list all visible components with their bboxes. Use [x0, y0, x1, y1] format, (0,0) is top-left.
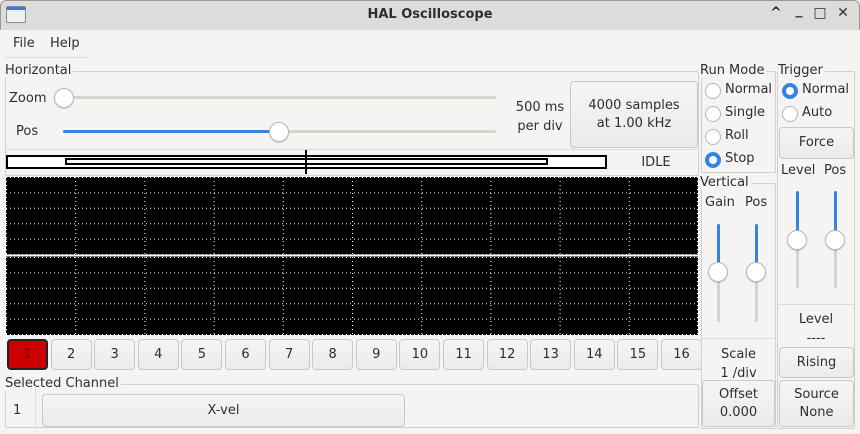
gain-label: Gain [705, 195, 735, 210]
menu-help[interactable]: Help [50, 36, 80, 51]
run-mode-radio-stop[interactable] [705, 152, 721, 168]
channel-button-15[interactable]: 15 [617, 339, 659, 370]
channel-button-1[interactable]: 1 [7, 339, 48, 370]
channel-button-13[interactable]: 13 [530, 339, 572, 370]
channel-button-5[interactable]: 5 [181, 339, 223, 370]
trigger-edge-button[interactable]: Rising [779, 347, 854, 378]
gain-slider-handle[interactable] [708, 262, 728, 282]
trigger-level-readout: Level ---- [777, 310, 855, 348]
menu-divider [5, 57, 87, 58]
window-title: HAL Oscilloscope [367, 7, 493, 22]
run-mode-radio-single[interactable] [705, 106, 721, 122]
scope-grid [6, 177, 698, 335]
trigger-source-button[interactable]: Source None [779, 380, 854, 427]
acquisition-status: IDLE [641, 155, 671, 170]
run-mode-radio-roll[interactable] [705, 129, 721, 145]
maximize-button[interactable]: □ [813, 5, 827, 21]
pos-slider-fill [63, 130, 279, 133]
minimize-button[interactable]: _ [795, 2, 803, 18]
vertical-pos-slider-fill [755, 224, 758, 272]
run-mode-option-label[interactable]: Normal [725, 82, 773, 97]
force-button[interactable]: Force [779, 127, 854, 159]
trigger-mode-radio-normal[interactable] [782, 83, 798, 99]
channel-button-16[interactable]: 16 [661, 339, 702, 370]
selected-channel-group [5, 384, 699, 428]
trigger-label: Trigger [778, 63, 825, 78]
vertical-label: Vertical [700, 175, 751, 190]
source-value: None [799, 404, 834, 420]
offset-label: Offset [718, 386, 759, 402]
scale-label: Scale [721, 347, 756, 362]
zoom-slider-handle[interactable] [54, 88, 74, 108]
title-bar [0, 0, 860, 30]
run-mode-option-label[interactable]: Single [725, 105, 765, 120]
divider [5, 149, 699, 150]
channel-button-10[interactable]: 10 [399, 339, 441, 370]
run-mode-option-label[interactable]: Roll [725, 128, 749, 143]
channel-button-4[interactable]: 4 [137, 339, 179, 370]
trigger-level-slider-fill [796, 191, 799, 240]
divider [35, 386, 36, 426]
trigger-level-slider-handle[interactable] [787, 230, 807, 250]
channel-button-14[interactable]: 14 [573, 339, 615, 370]
pos-label: Pos [16, 124, 39, 139]
selected-channel-number: 1 [13, 403, 22, 418]
channel-button-11[interactable]: 11 [443, 339, 484, 370]
divider [777, 304, 855, 305]
per-div-value: 500 ms [515, 100, 565, 115]
channel-name-button[interactable]: X-vel [42, 394, 405, 427]
channel-button-12[interactable]: 12 [486, 339, 528, 370]
divider [701, 338, 776, 339]
shade-button[interactable]: ^ [770, 5, 782, 21]
scale-value: 1 /div [720, 366, 757, 381]
pos-slider-handle[interactable] [269, 122, 289, 142]
scale-readout: Scale 1 /div [701, 345, 776, 383]
channel-button-7[interactable]: 7 [268, 339, 310, 370]
run-mode-option-label[interactable]: Stop [725, 151, 755, 166]
sample-rate: at 1.00 kHz [596, 115, 672, 131]
samples-button[interactable]: 4000 samples at 1.00 kHz [570, 81, 698, 148]
gain-slider-fill [717, 224, 720, 272]
channel-button-3[interactable]: 3 [94, 339, 136, 370]
channel-button-8[interactable]: 8 [312, 339, 354, 370]
level-value: ---- [806, 331, 826, 346]
trigger-mode-option-label[interactable]: Normal [802, 82, 850, 97]
trigger-pos-slider-handle[interactable] [825, 230, 845, 250]
horizontal-group [5, 71, 699, 176]
menu-file[interactable]: File [13, 36, 35, 51]
offset-value: 0.000 [719, 404, 758, 420]
horizontal-label: Horizontal [5, 63, 74, 78]
per-div-unit: per div [517, 119, 563, 134]
trigger-pos-label: Pos [824, 163, 847, 178]
channel-button-6[interactable]: 6 [225, 339, 266, 370]
scope-display[interactable] [6, 177, 698, 335]
channel-button-9[interactable]: 9 [355, 339, 397, 370]
vertical-pos-label: Pos [745, 195, 768, 210]
time-per-div: 500 ms per div [505, 98, 575, 136]
trigger-mode-radio-auto[interactable] [782, 106, 798, 122]
trigger-mode-option-label[interactable]: Auto [802, 105, 833, 120]
trigger-position-marker [305, 150, 307, 174]
trigger-level-label: Level [781, 163, 816, 178]
window-icon [6, 6, 26, 23]
zoom-slider-track[interactable] [63, 96, 496, 99]
run-mode-label: Run Mode [700, 63, 767, 78]
zoom-label: Zoom [9, 91, 47, 106]
level-title: Level [798, 312, 834, 327]
channel-button-2[interactable]: 2 [50, 339, 92, 370]
selected-channel-label: Selected Channel [5, 376, 121, 391]
close-button[interactable]: ✕ [837, 5, 849, 21]
vertical-pos-slider-handle[interactable] [746, 262, 766, 282]
samples-count: 4000 samples [588, 97, 680, 113]
trigger-pos-slider-fill [834, 191, 837, 240]
offset-button[interactable]: Offset 0.000 [702, 380, 775, 427]
run-mode-radio-normal[interactable] [705, 83, 721, 99]
source-label: Source [794, 386, 839, 402]
